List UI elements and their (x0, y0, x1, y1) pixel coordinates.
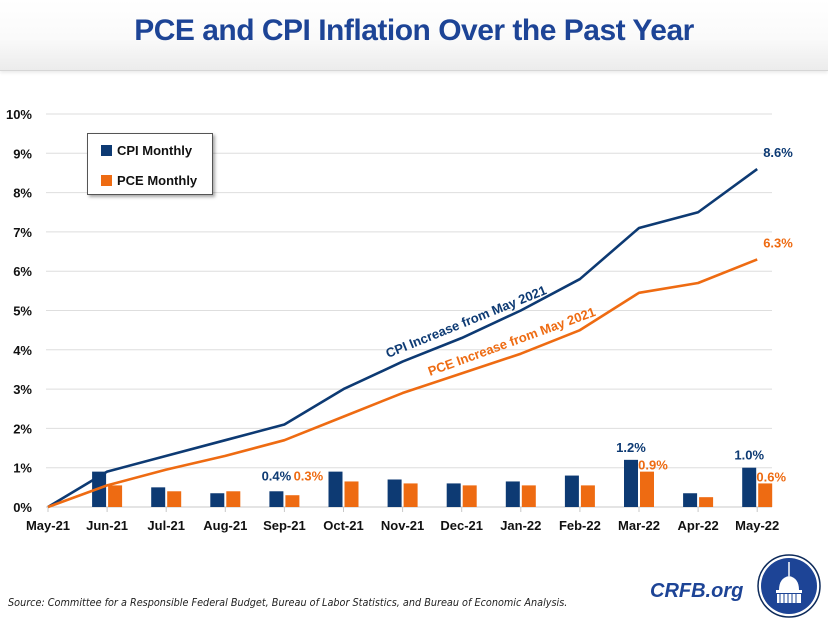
y-tick-label: 9% (13, 146, 32, 161)
x-tick-label: Oct-21 (323, 518, 363, 533)
legend-item-pce: PCE Monthly (101, 173, 197, 188)
pce-monthly-bar (640, 471, 654, 507)
x-tick-label: Feb-22 (559, 518, 601, 533)
x-tick-label: Sep-21 (263, 518, 306, 533)
x-axis: May-21 Jun-21 Jul-21 Aug-21 Sep-21 Oct-21 Nov-… (26, 507, 779, 533)
capitol-dome-icon (757, 554, 821, 618)
legend-label-pce: PCE Monthly (117, 173, 198, 188)
cpi-monthly-bar (387, 479, 402, 507)
x-tick-label: Mar-22 (618, 518, 660, 533)
legend-swatch-cpi (101, 145, 112, 156)
y-tick-label: 5% (13, 304, 32, 319)
cpi-monthly-bar (269, 491, 284, 507)
cpi-monthly-bar (564, 475, 579, 507)
pce-monthly-bar (344, 481, 359, 507)
pce-monthly-bar (108, 485, 123, 507)
data-label: 8.6% (763, 145, 793, 160)
data-label: 0.6% (756, 469, 786, 484)
pce-cumulative-line (47, 258, 758, 509)
x-tick-label: Apr-22 (678, 518, 719, 533)
cpi-monthly-bar (328, 471, 343, 507)
pce-monthly-bar (285, 495, 300, 507)
legend-item-cpi: CPI Monthly (101, 143, 192, 158)
y-tick-label: 6% (13, 264, 32, 279)
x-tick-label: Dec-21 (440, 518, 483, 533)
legend: CPI Monthly PCE Monthly (87, 133, 213, 195)
title-bar: PCE and CPI Inflation Over the Past Year (0, 0, 828, 71)
data-label: 1.2% (616, 440, 646, 455)
x-tick-label: Aug-21 (203, 518, 247, 533)
y-tick-label: 3% (13, 382, 32, 397)
x-tick-label: Jun-21 (86, 518, 128, 533)
cpi-monthly-bar (210, 493, 225, 507)
cpi-monthly-bar (151, 487, 166, 507)
cpi-monthly-bar (505, 481, 520, 507)
x-tick-label: Jan-22 (500, 518, 541, 533)
source-note: Source: Committee for a Responsible Fede… (8, 596, 568, 609)
brand-link[interactable]: CRFB.org (650, 580, 744, 602)
data-labels: 0.4% 0.3% 1.2% 0.9% 1.0% 0.6% 8.6% 6.3% CPI Incr… (262, 145, 794, 484)
cpi-monthly-bar (683, 493, 698, 507)
pce-monthly-bar (580, 485, 595, 507)
data-label: 6.3% (763, 235, 793, 250)
x-tick-label: Jul-21 (147, 518, 185, 533)
lines (47, 167, 758, 509)
y-tick-label: 7% (13, 225, 32, 240)
gridlines (46, 113, 772, 508)
pce-monthly-bar (167, 491, 182, 507)
pce-monthly-bar (699, 497, 714, 507)
x-tick-label: Nov-21 (381, 518, 424, 533)
bars (92, 459, 773, 507)
pce-monthly-bar (403, 483, 418, 507)
pce-monthly-bar (226, 491, 241, 507)
y-tick-label: 10% (6, 107, 32, 122)
chart-title: PCE and CPI Inflation Over the Past Year (134, 14, 694, 47)
cpi-cumulative-line (47, 167, 758, 509)
x-tick-label: May-21 (26, 518, 70, 533)
data-label: 0.9% (638, 458, 668, 473)
legend-label-cpi: CPI Monthly (117, 143, 193, 158)
pce-monthly-bar (462, 485, 477, 507)
y-tick-label: 4% (13, 343, 32, 358)
y-tick-label: 2% (13, 421, 32, 436)
y-tick-label: 1% (13, 461, 32, 476)
pce-monthly-bar (758, 483, 773, 507)
y-axis: 0% 1% 2% 3% 4% 5% 6% 7% 8% 9% 10% (6, 107, 32, 515)
y-tick-label: 0% (13, 500, 32, 515)
cpi-line-label: CPI Increase from May 2021 (384, 282, 549, 360)
cpi-monthly-bar (624, 459, 638, 507)
data-label: 1.0% (734, 448, 764, 463)
x-tick-label: May-22 (735, 518, 779, 533)
data-label: 0.4% (262, 469, 292, 484)
y-tick-label: 8% (13, 186, 32, 201)
cpi-monthly-bar (742, 467, 757, 507)
pce-monthly-bar (521, 485, 536, 507)
data-label: 0.3% (294, 469, 324, 484)
cpi-monthly-bar (446, 483, 461, 507)
legend-swatch-pce (101, 175, 112, 186)
